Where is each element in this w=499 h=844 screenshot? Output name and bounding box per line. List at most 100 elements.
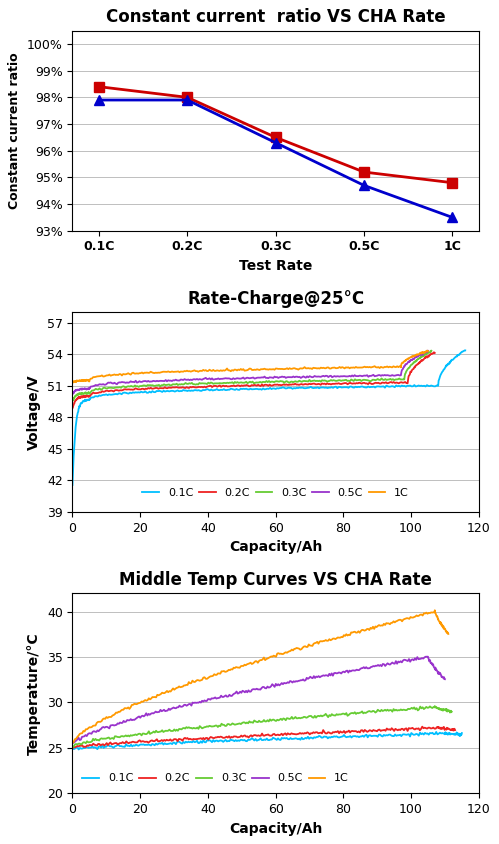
Title: Constant current  ratio VS CHA Rate: Constant current ratio VS CHA Rate (106, 8, 446, 26)
0.3C (319, 711, 325, 722)
0.5C (69, 738, 75, 749)
0.5C (313, 672, 319, 682)
0.3C (406, 363, 412, 373)
Line: 1C: 1C (72, 610, 448, 743)
Line: 0.3C: 0.3C (72, 706, 452, 747)
0.2C (397, 377, 403, 387)
0.3C (193, 380, 199, 390)
0.1C (204, 384, 210, 394)
0.1C (69, 480, 75, 490)
0.5C (442, 674, 448, 684)
Legend: 0.1C, 0.2C, 0.3C, 0.5C, 1C: 0.1C, 0.2C, 0.3C, 0.5C, 1C (138, 484, 413, 502)
0.2C (452, 725, 458, 735)
Line: 0.3C: 0.3C (72, 351, 432, 401)
0.5C (91, 381, 97, 391)
Line: 0.2C: 0.2C (72, 352, 435, 408)
Line: 0.1C: 0.1C (72, 732, 462, 749)
0.2C (354, 378, 360, 388)
0.5C (390, 371, 396, 381)
1C (198, 365, 204, 376)
0.1C (76, 744, 82, 755)
0.5C (403, 360, 409, 370)
0.3C (394, 375, 400, 385)
1C (403, 354, 409, 365)
0.5C (142, 711, 148, 721)
X-axis label: Test Rate: Test Rate (239, 259, 312, 273)
Legend: 0.1C, 0.2C, 0.3C, 0.5C, 1C: 0.1C, 0.2C, 0.3C, 0.5C, 1C (78, 769, 353, 787)
X-axis label: Capacity/Ah: Capacity/Ah (229, 822, 322, 836)
0.5C (197, 374, 203, 384)
1C (349, 363, 355, 373)
0.1C (210, 386, 216, 396)
0.2C (432, 348, 438, 358)
0.3C (130, 730, 136, 740)
0.3C (429, 346, 435, 356)
0.3C (428, 702, 434, 712)
Line: 0.1C: 0.1C (72, 350, 465, 485)
0.5C (400, 656, 406, 666)
0.3C (399, 705, 405, 715)
0.5C (69, 389, 75, 399)
0.5C (392, 658, 398, 668)
1C (398, 614, 404, 625)
0.3C (432, 701, 438, 711)
0.3C (71, 742, 77, 752)
Line: 1C: 1C (72, 351, 428, 382)
0.3C (69, 396, 75, 406)
0.5C (348, 371, 354, 381)
0.2C (144, 737, 150, 747)
0.1C (440, 728, 446, 738)
Y-axis label: Constant current ratio: Constant current ratio (8, 52, 21, 209)
1C (69, 377, 75, 387)
1C (427, 608, 433, 618)
0.1C (408, 728, 414, 738)
1C (392, 362, 398, 372)
1C (70, 377, 76, 387)
0.1C (132, 741, 138, 751)
0.2C (129, 737, 135, 747)
1C (69, 738, 75, 748)
0.3C (408, 704, 414, 714)
1C (318, 636, 324, 647)
0.1C (379, 381, 385, 392)
0.1C (459, 728, 465, 738)
0.1C (462, 345, 468, 355)
0.1C (433, 727, 439, 737)
0.1C (92, 391, 98, 401)
0.2C (410, 365, 416, 375)
0.2C (431, 347, 437, 357)
0.2C (69, 403, 75, 414)
0.5C (192, 374, 198, 384)
Y-axis label: Voltage/V: Voltage/V (27, 374, 41, 450)
0.1C (427, 381, 433, 391)
1C (425, 346, 431, 356)
0.5C (420, 653, 426, 663)
X-axis label: Capacity/Ah: Capacity/Ah (229, 540, 322, 555)
0.1C (147, 740, 153, 750)
1C (406, 614, 412, 624)
0.2C (410, 722, 416, 733)
1C (129, 700, 135, 710)
0.3C (351, 376, 357, 386)
1C (424, 346, 430, 356)
0.2C (401, 725, 407, 735)
1C (93, 372, 99, 382)
0.2C (432, 723, 438, 733)
Title: Middle Temp Curves VS CHA Rate: Middle Temp Curves VS CHA Rate (119, 571, 432, 589)
Line: 0.5C: 0.5C (72, 657, 445, 744)
0.3C (91, 385, 97, 395)
1C (432, 605, 438, 615)
0.2C (91, 388, 97, 398)
0.2C (69, 744, 75, 754)
Line: 0.2C: 0.2C (72, 727, 455, 749)
0.3C (449, 706, 455, 717)
1C (445, 629, 451, 639)
0.2C (320, 725, 326, 735)
0.1C (417, 728, 423, 738)
1C (143, 695, 149, 706)
0.2C (194, 382, 200, 392)
0.5C (424, 652, 430, 662)
0.3C (198, 378, 204, 388)
0.3C (69, 741, 75, 751)
0.1C (326, 732, 332, 742)
